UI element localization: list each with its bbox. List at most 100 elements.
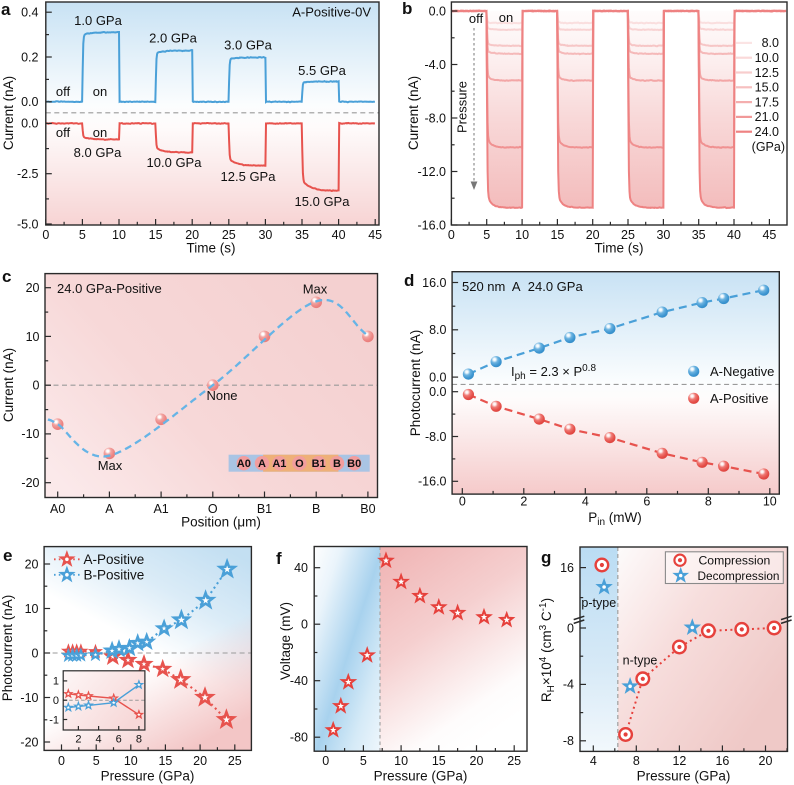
svg-text:45: 45 xyxy=(762,228,776,242)
svg-text:O: O xyxy=(295,458,304,470)
svg-text:off: off xyxy=(56,125,71,140)
svg-text:20: 20 xyxy=(185,228,199,242)
svg-text:30: 30 xyxy=(656,228,670,242)
svg-text:a: a xyxy=(1,0,11,19)
svg-text:A0: A0 xyxy=(50,502,65,516)
svg-text:-2.5: -2.5 xyxy=(17,167,39,181)
svg-text:A0: A0 xyxy=(237,458,251,470)
svg-text:Time (s): Time (s) xyxy=(595,241,644,256)
svg-text:10: 10 xyxy=(26,330,40,344)
svg-text:-4.0: -4.0 xyxy=(424,58,446,72)
svg-text:16: 16 xyxy=(560,561,574,575)
svg-text:8.0 GPa: 8.0 GPa xyxy=(74,145,122,160)
svg-text:-8.0: -8.0 xyxy=(424,111,446,125)
svg-text:5: 5 xyxy=(79,228,86,242)
svg-text:Current (nA): Current (nA) xyxy=(1,76,16,150)
svg-text:8: 8 xyxy=(705,495,712,509)
svg-text:5: 5 xyxy=(483,228,490,242)
svg-text:30: 30 xyxy=(258,228,272,242)
svg-text:Pressure (GPa): Pressure (GPa) xyxy=(637,769,731,784)
svg-text:0.0: 0.0 xyxy=(21,117,38,131)
svg-text:Max: Max xyxy=(98,458,123,473)
svg-text:off: off xyxy=(469,11,484,26)
svg-text:B-Positive: B-Positive xyxy=(84,568,145,583)
svg-text:0: 0 xyxy=(322,754,329,768)
svg-text:A1: A1 xyxy=(153,502,168,516)
svg-text:10: 10 xyxy=(394,754,408,768)
svg-text:d: d xyxy=(404,271,414,290)
svg-text:Current (nA): Current (nA) xyxy=(406,76,421,150)
svg-text:15: 15 xyxy=(550,228,564,242)
svg-text:B: B xyxy=(312,502,320,516)
svg-text:B: B xyxy=(333,458,341,470)
svg-text:(GPa): (GPa) xyxy=(752,140,785,154)
svg-text:-16.0: -16.0 xyxy=(418,218,447,232)
svg-text:0: 0 xyxy=(42,228,49,242)
svg-text:O: O xyxy=(208,502,218,516)
svg-text:1: 1 xyxy=(53,676,59,688)
svg-text:25: 25 xyxy=(222,228,236,242)
svg-text:A1: A1 xyxy=(272,458,286,470)
svg-text:Compression: Compression xyxy=(699,554,771,568)
svg-text:A-Positive-0V: A-Positive-0V xyxy=(292,5,371,20)
svg-text:B0: B0 xyxy=(360,502,375,516)
svg-text:-4: -4 xyxy=(563,678,574,692)
svg-text:0: 0 xyxy=(567,621,574,635)
svg-text:10: 10 xyxy=(112,228,126,242)
svg-text:35: 35 xyxy=(692,228,706,242)
svg-text:16.0: 16.0 xyxy=(422,276,446,290)
svg-text:15.0: 15.0 xyxy=(755,81,779,95)
svg-text:-20: -20 xyxy=(21,476,39,490)
svg-text:17.5: 17.5 xyxy=(755,95,779,109)
svg-text:15: 15 xyxy=(158,754,172,768)
svg-text:0: 0 xyxy=(33,379,40,393)
svg-text:25: 25 xyxy=(621,228,635,242)
svg-text:A-Negative: A-Negative xyxy=(710,364,774,379)
svg-text:35: 35 xyxy=(295,228,309,242)
svg-text:on: on xyxy=(499,10,513,25)
svg-text:10: 10 xyxy=(515,228,529,242)
svg-text:24.0: 24.0 xyxy=(755,125,779,139)
svg-text:21.0: 21.0 xyxy=(755,110,779,124)
svg-text:20: 20 xyxy=(759,754,773,768)
svg-text:Photocurrent (nA): Photocurrent (nA) xyxy=(0,595,15,702)
svg-text:10: 10 xyxy=(124,754,138,768)
svg-text:25: 25 xyxy=(228,754,242,768)
svg-text:-1: -1 xyxy=(49,714,59,726)
svg-text:6: 6 xyxy=(116,734,122,746)
svg-text:0: 0 xyxy=(53,695,59,707)
svg-text:520 nm A 24.0 GPa: 520 nm A 24.0 GPa xyxy=(462,279,583,294)
svg-text:1.0 GPa: 1.0 GPa xyxy=(74,13,122,28)
svg-text:16: 16 xyxy=(715,754,729,768)
svg-text:A-Positive: A-Positive xyxy=(710,391,769,406)
svg-text:Time (s): Time (s) xyxy=(187,241,236,256)
svg-text:RH×104 (cm3 C-1): RH×104 (cm3 C-1) xyxy=(538,598,557,702)
svg-text:40: 40 xyxy=(294,561,308,575)
svg-text:Max: Max xyxy=(303,282,328,297)
svg-text:None: None xyxy=(206,388,237,403)
svg-text:-16.0: -16.0 xyxy=(418,475,447,489)
svg-text:20: 20 xyxy=(470,754,484,768)
svg-text:10.0 GPa: 10.0 GPa xyxy=(147,155,203,170)
svg-text:p-type: p-type xyxy=(581,596,616,610)
svg-text:15: 15 xyxy=(432,754,446,768)
svg-text:A: A xyxy=(105,502,114,516)
svg-text:12.5: 12.5 xyxy=(755,66,779,80)
svg-text:0: 0 xyxy=(32,646,39,660)
svg-text:0: 0 xyxy=(459,495,466,509)
svg-text:20: 20 xyxy=(193,754,207,768)
svg-text:Current (nA): Current (nA) xyxy=(1,348,16,422)
svg-text:g: g xyxy=(541,548,551,567)
svg-text:b: b xyxy=(402,0,412,18)
svg-text:0.0: 0.0 xyxy=(429,385,446,399)
svg-text:Voltage (mV): Voltage (mV) xyxy=(278,602,293,680)
svg-text:off: off xyxy=(56,84,71,99)
svg-text:0: 0 xyxy=(448,228,455,242)
svg-text:Photocurrent (nA): Photocurrent (nA) xyxy=(408,330,423,437)
svg-text:f: f xyxy=(276,549,282,568)
svg-text:10.0: 10.0 xyxy=(755,51,779,65)
svg-text:0: 0 xyxy=(301,618,308,632)
svg-text:20: 20 xyxy=(26,281,40,295)
svg-text:B1: B1 xyxy=(257,502,272,516)
svg-text:0.0: 0.0 xyxy=(429,4,446,18)
